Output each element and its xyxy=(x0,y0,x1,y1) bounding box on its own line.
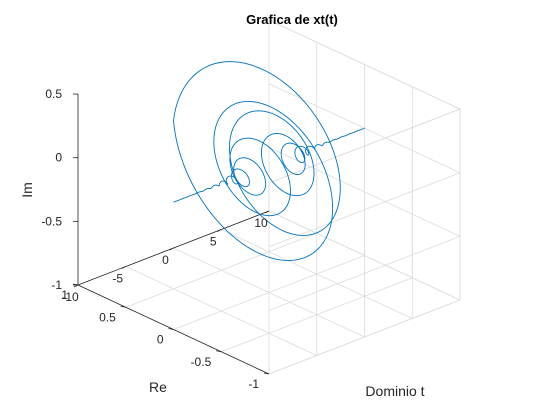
plot-area xyxy=(173,61,365,261)
x-axis-label: Dominio t xyxy=(365,383,424,399)
y-tick-label: 0 xyxy=(157,333,164,347)
x-tick-label: -5 xyxy=(112,272,123,286)
y-tick xyxy=(263,372,270,375)
y-tick-label: 1 xyxy=(61,288,68,302)
gridline xyxy=(268,108,461,184)
x-tick xyxy=(264,210,270,214)
axes xyxy=(72,93,270,375)
gridline xyxy=(125,232,317,308)
series-line xyxy=(173,61,365,261)
x-tick xyxy=(217,229,222,232)
x-tick-label: 10 xyxy=(254,216,268,230)
z-tick-label: 0.5 xyxy=(45,87,62,101)
x-tick-label: 0 xyxy=(162,253,169,267)
y-tick xyxy=(168,328,174,330)
grid xyxy=(77,19,461,375)
y-tick-label: 0.5 xyxy=(99,310,116,324)
x-tick-label: 5 xyxy=(210,235,217,249)
gridline xyxy=(268,19,461,110)
z-axis-label: Im xyxy=(19,182,35,198)
y-tick xyxy=(120,305,126,308)
z-tick-label: -0.5 xyxy=(41,214,62,228)
gridline xyxy=(268,210,461,301)
z-tick-label: -1 xyxy=(51,278,62,292)
x-tick xyxy=(121,266,126,269)
chart-title: Grafica de xt(t) xyxy=(246,12,338,27)
y-axis-label: Re xyxy=(149,379,167,395)
y-tick xyxy=(216,350,222,353)
gridline xyxy=(268,83,461,174)
gridline xyxy=(268,299,461,375)
y-tick-label: -0.5 xyxy=(191,355,212,369)
z-tick-label: 0 xyxy=(55,151,62,165)
x-tick-label: -10 xyxy=(61,290,79,304)
x-tick xyxy=(169,247,174,251)
gridline xyxy=(268,235,461,311)
y-tick-label: -1 xyxy=(248,377,259,391)
